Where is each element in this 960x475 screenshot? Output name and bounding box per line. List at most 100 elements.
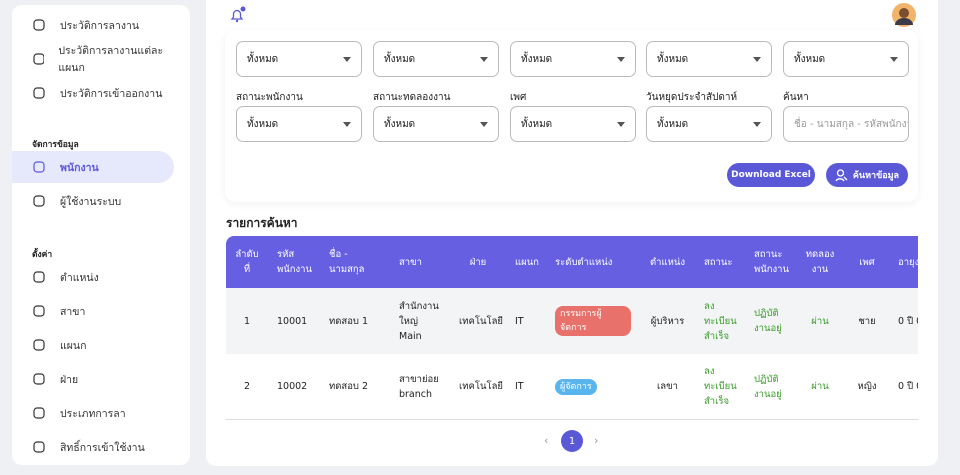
table-header: ลำดับที่ รหัสพนักงาน ชื่อ - นามสกุล สาขา ฝ่า… [226, 236, 918, 288]
notification-icon[interactable] [228, 6, 246, 24]
filter-label: ค้นหา [783, 92, 809, 103]
table-cell: ลงทะเบียนสำเร็จ [704, 300, 737, 342]
column-header: ตำแหน่ง [649, 256, 686, 268]
position-level-badge: กรรมการผู้จัดการ [555, 306, 631, 336]
nav-item[interactable]: ผู้ใช้งานระบบ [12, 185, 174, 217]
table-cell: ชาย [858, 315, 876, 327]
filter-label: สถานะพนักงาน [236, 92, 303, 103]
nav-icon [33, 271, 45, 283]
table-row: 1 10001 ทดสอบ 1 สำนักงานใหญ่ Main เทคโนโลยี I… [226, 288, 918, 354]
search-button[interactable]: ค้นหาข้อมูล [826, 163, 908, 187]
table-cell: ผู้บริหาร [650, 315, 685, 327]
select[interactable]: ทั้งหมด [236, 41, 362, 77]
select[interactable]: ทั้งหมด [373, 41, 499, 77]
table-cell: เทคโนโลยี [459, 315, 503, 327]
nav-icon [33, 161, 45, 173]
nav-label: ประวัติการเข้าออกงาน [60, 87, 163, 100]
nav-item[interactable]: ตำแหน่ง [12, 261, 174, 293]
next-page[interactable]: › [594, 434, 599, 447]
column-header: สถานะพนักงาน [754, 249, 789, 275]
nav-icon [33, 53, 45, 65]
table-cell: ผ่าน [811, 315, 829, 327]
nav-label: ฝ่าย [60, 373, 79, 386]
column-header: อายุงาน [898, 256, 918, 268]
search-input[interactable]: ชื่อ - นามสกุล - รหัสพนักงาน [783, 106, 909, 142]
column-header: ทดลองงาน [805, 249, 835, 275]
section-title: จัดการข้อมูล [32, 140, 79, 150]
select[interactable]: ทั้งหมด [510, 106, 636, 142]
select[interactable]: ทั้งหมด [646, 41, 772, 77]
table-cell: IT [515, 381, 524, 392]
table-cell: หญิง [857, 381, 877, 392]
nav-label: พนักงาน [60, 161, 99, 174]
nav-label: สาขา [60, 305, 86, 318]
nav-icon [33, 407, 45, 419]
nav-label: แผนก [60, 339, 87, 352]
search-button-label: ค้นหาข้อมูล [852, 171, 900, 181]
nav-item[interactable]: ฝ่าย [12, 363, 174, 395]
table-cell: 1 [243, 315, 251, 327]
select[interactable]: ทั้งหมด [510, 41, 636, 77]
nav-item[interactable]: สาขา [12, 295, 174, 327]
position-level-badge: ผู้จัดการ [555, 378, 597, 395]
nav-icon [33, 195, 45, 207]
table-cell: กรรมการผู้จัดการ [546, 306, 640, 336]
select[interactable]: ทั้งหมด [783, 41, 909, 77]
nav-label: ประวัติการลางาน [60, 19, 140, 32]
table-cell: เทคโนโลยี [459, 381, 503, 392]
sidebar: ประวัติการลางานประวัติการลางานแต่ละแผนกป… [12, 5, 190, 465]
table-cell: ผู้จัดการ [546, 378, 640, 395]
column-header: สถานะ [704, 256, 733, 268]
select[interactable]: ทั้งหมด [236, 106, 362, 142]
nav-label: ประวัติการลางานแต่ละแผนก [58, 45, 164, 74]
table-cell: 10002 [277, 381, 308, 392]
table-cell: ผ่าน [811, 381, 829, 392]
nav-label: สิทธิ์การเข้าใช้งาน [60, 441, 145, 454]
table-cell: สาขาย่อย branch [399, 373, 439, 400]
results-table: ลำดับที่ รหัสพนักงาน ชื่อ - นามสกุล สาขา ฝ่า… [226, 236, 918, 420]
download-excel-button[interactable]: Download Excel [727, 163, 815, 187]
nav-item[interactable]: สิทธิ์การเข้าใช้งาน [12, 431, 174, 463]
table-cell: เลขา [657, 381, 678, 392]
nav-item[interactable]: พนักงาน [12, 151, 174, 183]
column-header: แผนก [515, 256, 539, 268]
nav-icon [33, 373, 45, 385]
filter-label: สถานะทดลองงาน [373, 92, 451, 103]
table-cell: สำนักงานใหญ่ Main [399, 300, 439, 342]
nav-label: ประเภทการลา [60, 407, 126, 420]
table-cell: IT [515, 315, 524, 327]
main-panel: Download Excel ค้นหาข้อมูล ทั้งหมดทั้งหม… [206, 0, 938, 466]
nav-icon [33, 339, 45, 351]
table-cell: 2 [243, 381, 251, 392]
filter-label: เพศ [510, 92, 527, 103]
select[interactable]: ทั้งหมด [373, 106, 499, 142]
nav-item[interactable]: ประวัติการลางาน [12, 9, 174, 41]
column-header: ฝ่าย [469, 256, 487, 268]
column-header: ลำดับที่ [235, 249, 259, 275]
nav-item[interactable]: ประวัติการเข้าออกงาน [12, 77, 174, 109]
nav-item[interactable]: แผนก [12, 329, 174, 361]
nav-icon [33, 305, 45, 317]
filter-card: Download Excel ค้นหาข้อมูล ทั้งหมดทั้งหม… [225, 30, 918, 202]
select[interactable]: ทั้งหมด [646, 106, 772, 142]
nav-icon [33, 19, 45, 31]
nav-label: ผู้ใช้งานระบบ [60, 195, 122, 208]
table-cell: ทดสอบ 2 [329, 381, 369, 392]
filter-label: วันหยุดประจำสัปดาห์ [646, 92, 738, 103]
table-cell: ทดสอบ 1 [329, 315, 369, 327]
column-header: สาขา [399, 256, 422, 268]
nav-item[interactable]: ประเภทการลา [12, 397, 174, 429]
nav-item[interactable]: ประวัติการลางานแต่ละแผนก [12, 43, 174, 75]
table-row: 2 10002 ทดสอบ 2 สาขาย่อย branch เทคโนโลยี IT ผ… [226, 354, 918, 420]
prev-page[interactable]: ‹ [544, 434, 549, 447]
table-cell: 10001 [277, 315, 308, 327]
avatar[interactable] [892, 3, 916, 27]
table-cell: 0 ปี 0 [898, 381, 918, 392]
column-header: รหัสพนักงาน [277, 249, 312, 275]
section-title: ตั้งค่า [32, 250, 53, 260]
column-header: เพศ [859, 256, 875, 268]
page-button[interactable]: 1 [561, 430, 583, 452]
table-cell: ปฏิบัติงานอยู่ [754, 308, 782, 334]
table-cell: ลงทะเบียนสำเร็จ [704, 366, 737, 407]
